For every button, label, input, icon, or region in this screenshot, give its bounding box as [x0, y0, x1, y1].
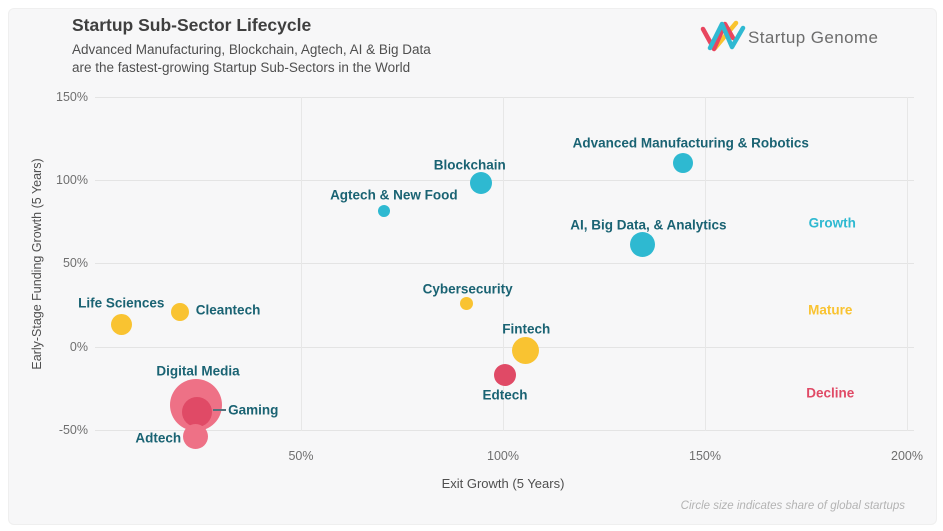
bubble-life-sciences	[110, 313, 132, 335]
bubble-label: Digital Media	[156, 363, 240, 379]
x-axis-title: Exit Growth (5 Years)	[441, 476, 565, 491]
bubble-label: Cleantech	[195, 302, 261, 318]
y-axis-tick-label: 150%	[56, 90, 88, 105]
x-axis-tick-label: 200%	[891, 449, 923, 463]
bubble-label: Blockchain	[433, 157, 506, 173]
chart-title: Startup Sub-Sector Lifecycle	[72, 15, 312, 35]
bubble-label: Gaming	[228, 402, 279, 418]
y-axis-tick-label: 50%	[62, 256, 88, 271]
h-gridline	[95, 97, 914, 99]
y-axis-tick-label: 100%	[56, 173, 88, 188]
bubble-adtech	[182, 423, 208, 449]
bubble-label: AI, Big Data, & Analytics	[570, 217, 727, 233]
y-axis-tick-label: -50%	[58, 422, 88, 437]
bubble-cybersecurity	[460, 296, 474, 310]
bubble-label: Life Sciences	[78, 295, 165, 311]
bubble-label: Adtech	[135, 430, 182, 446]
bubble-blockchain	[469, 171, 492, 194]
x-axis-tick-label: 150%	[689, 449, 721, 463]
v-gridline	[503, 97, 504, 431]
bubble-fintech	[511, 337, 539, 365]
bubble-ai-big-data-analytics	[629, 231, 655, 257]
x-axis-tick-label: 50%	[288, 449, 314, 463]
x-axis-tick-label: 100%	[487, 449, 519, 463]
label-connector-line	[213, 409, 227, 412]
h-gridline	[95, 346, 914, 348]
h-gridline	[95, 180, 914, 182]
chart-card	[8, 8, 937, 525]
y-axis-tick-label: 0%	[69, 339, 88, 354]
stage-label-mature: Mature	[808, 302, 853, 318]
bubble-gaming	[182, 397, 213, 428]
logo-text: Startup Genome	[748, 28, 879, 47]
bubble-label: Edtech	[482, 387, 528, 403]
h-gridline	[95, 429, 914, 431]
bubble-advanced-manufacturing-robotics	[672, 152, 693, 173]
stage-label-growth: Growth	[808, 215, 856, 231]
chart-subtitle-line2: are the fastest-growing Startup Sub-Sect…	[72, 60, 411, 75]
bubble-edtech	[494, 363, 517, 386]
v-gridline	[301, 97, 302, 431]
stage-label-decline: Decline	[806, 385, 855, 401]
chart-subtitle: Advanced Manufacturing, Blockchain, Agte…	[72, 41, 431, 77]
bubble-label: Fintech	[502, 321, 551, 337]
v-gridline	[705, 97, 706, 431]
bubble-label: Agtech & New Food	[330, 187, 458, 203]
bubble-cleantech	[170, 302, 189, 321]
size-legend-note: Circle size indicates share of global st…	[680, 500, 905, 512]
bubble-agtech-new-food	[377, 205, 390, 217]
bubble-label: Advanced Manufacturing & Robotics	[572, 135, 809, 151]
logo-mark-icon	[700, 20, 746, 52]
chart-subtitle-line1: Advanced Manufacturing, Blockchain, Agte…	[72, 42, 431, 57]
h-gridline	[95, 263, 914, 265]
startup-genome-logo: Startup Genome	[700, 17, 910, 59]
bubble-label: Cybersecurity	[422, 281, 513, 297]
v-gridline	[907, 97, 908, 431]
